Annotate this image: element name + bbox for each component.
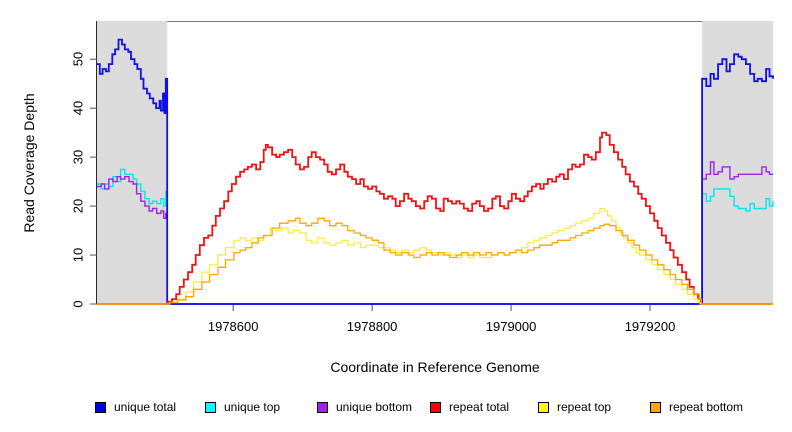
legend-swatch-icon (538, 401, 549, 413)
legend-item-unique-total: unique total (95, 398, 176, 416)
legend-swatch-icon (650, 401, 661, 413)
series-line-unique_total (97, 38, 774, 305)
series-line-unique_top (97, 168, 774, 305)
legend-item-unique-bottom: unique bottom (317, 398, 412, 416)
legend-swatch-icon (317, 401, 328, 413)
x-tick-label: 1979200 (624, 319, 676, 334)
y-tick-label: 50 (70, 51, 86, 67)
series-line-repeat_total (97, 131, 773, 305)
x-axis-title: Coordinate in Reference Genome (330, 359, 540, 375)
axes-layer (90, 21, 651, 311)
legend-swatch-icon (95, 401, 106, 413)
legend-swatch-icon (430, 401, 441, 413)
legend-label: unique bottom (336, 400, 413, 414)
series-layer (97, 38, 774, 305)
legend: unique total unique top unique bottom repea… (0, 398, 792, 418)
x-tick-label: 1979000 (485, 319, 537, 334)
legend-item-unique-top: unique top (205, 398, 280, 416)
legend-label: repeat top (557, 400, 612, 414)
y-tick-label: 10 (70, 247, 86, 263)
legend-item-repeat-total: repeat total (430, 398, 509, 416)
y-tick-label: 20 (70, 198, 86, 214)
legend-label: unique total (114, 400, 177, 414)
legend-label: unique top (224, 400, 281, 414)
x-tick-label: 1978600 (207, 319, 259, 334)
series-line-repeat_bottom (97, 217, 773, 305)
legend-label: repeat bottom (669, 400, 744, 414)
shaded-region-left-flank (97, 21, 168, 304)
y-tick-label: 0 (70, 300, 86, 308)
legend-item-repeat-bottom: repeat bottom (650, 398, 743, 416)
legend-item-repeat-top: repeat top (538, 398, 611, 416)
series-line-unique_bottom (97, 161, 773, 305)
y-axis-title: Read Coverage Depth (21, 93, 37, 233)
y-tick-label: 40 (70, 100, 86, 116)
y-tick-label: 30 (70, 149, 86, 165)
legend-label: repeat total (449, 400, 510, 414)
x-tick-label: 1978800 (346, 319, 398, 334)
legend-swatch-icon (205, 401, 216, 413)
plot-background-layer (97, 21, 773, 304)
